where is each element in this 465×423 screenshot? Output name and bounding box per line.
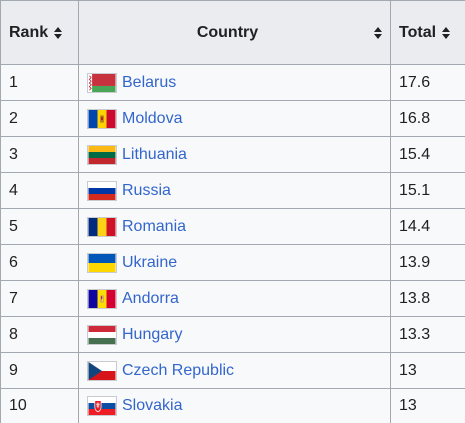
table-row: 6 Ukraine 13.9: [0, 244, 465, 281]
rank-cell: 4: [0, 172, 79, 209]
table-row: 9 Czech Republic 13: [0, 352, 465, 389]
rank-cell: 8: [0, 316, 79, 353]
country-link[interactable]: Slovakia: [122, 397, 183, 414]
sort-icon[interactable]: [442, 26, 451, 39]
slovakia-flag-icon: [87, 396, 117, 416]
country-cell-content: Czech Republic: [87, 360, 382, 381]
country-cell-content: Lithuania: [87, 144, 382, 165]
country-cell-content: Moldova: [87, 108, 382, 129]
table-row: 1 Belarus 17.6: [0, 64, 465, 101]
table-row: 10 Slovakia 13: [0, 388, 465, 423]
country-header-label: Country: [196, 23, 259, 41]
country-link[interactable]: Hungary: [122, 325, 183, 343]
table-row: 5 Romania 14.4: [0, 208, 465, 245]
country-cell: Czech Republic: [78, 352, 391, 389]
country-cell: Hungary: [78, 316, 391, 353]
sort-icon[interactable]: [374, 27, 382, 39]
country-link[interactable]: Moldova: [122, 109, 183, 127]
russia-flag-icon: [87, 180, 117, 201]
country-link[interactable]: Russia: [122, 181, 171, 199]
country-cell: Moldova: [78, 100, 391, 137]
total-cell: 13: [390, 352, 465, 389]
country-cell: Belarus: [78, 64, 391, 101]
country-column-header[interactable]: Country: [78, 0, 391, 65]
country-cell: Ukraine: [78, 244, 391, 281]
country-cell: Lithuania: [78, 136, 391, 173]
country-cell-content: Belarus: [87, 72, 382, 93]
hungary-flag-icon: [87, 324, 117, 345]
country-cell: Russia: [78, 172, 391, 209]
country-cell-content: Andorra: [87, 288, 382, 309]
country-cell-content: Slovakia: [87, 396, 382, 416]
total-column-header[interactable]: Total: [390, 0, 465, 65]
country-link[interactable]: Ukraine: [122, 253, 178, 271]
czech-republic-flag-icon: [87, 360, 117, 381]
country-link[interactable]: Romania: [122, 217, 187, 235]
andorra-flag-icon: [87, 288, 117, 309]
country-link[interactable]: Lithuania: [122, 145, 187, 163]
country-link[interactable]: Belarus: [122, 73, 177, 91]
rank-column-header[interactable]: Rank: [0, 0, 79, 65]
total-cell: 15.1: [390, 172, 465, 209]
table-row: 7 Andorra 13.8: [0, 280, 465, 317]
rank-header-label: Rank: [9, 23, 49, 41]
rank-cell: 7: [0, 280, 79, 317]
country-cell-content: Russia: [87, 180, 382, 201]
total-cell: 15.4: [390, 136, 465, 173]
total-cell: 13.9: [390, 244, 465, 281]
country-cell-content: Hungary: [87, 324, 382, 345]
rank-cell: 5: [0, 208, 79, 245]
country-cell: Slovakia: [78, 388, 391, 423]
lithuania-flag-icon: [87, 144, 117, 165]
table-row: 2 Moldova 16.8: [0, 100, 465, 137]
table-row: 8 Hungary 13.3: [0, 316, 465, 353]
rank-cell: 1: [0, 64, 79, 101]
total-cell: 13.3: [390, 316, 465, 353]
romania-flag-icon: [87, 216, 117, 237]
total-cell: 16.8: [390, 100, 465, 137]
rank-cell: 2: [0, 100, 79, 137]
country-cell-content: Ukraine: [87, 252, 382, 273]
total-cell: 14.4: [390, 208, 465, 245]
country-link[interactable]: Czech Republic: [122, 361, 235, 379]
ukraine-flag-icon: [87, 252, 117, 273]
table-row: 3 Lithuania 15.4: [0, 136, 465, 173]
rank-cell: 10: [0, 388, 79, 423]
table-header-row: Rank Country Total: [0, 0, 465, 65]
country-link[interactable]: Andorra: [122, 289, 179, 307]
country-cell-content: Romania: [87, 216, 382, 237]
total-header-label: Total: [399, 23, 437, 41]
belarus-flag-icon: [87, 72, 117, 93]
total-cell: 13: [390, 388, 465, 423]
country-cell: Andorra: [78, 280, 391, 317]
rank-cell: 6: [0, 244, 79, 281]
sort-icon[interactable]: [54, 26, 63, 39]
total-cell: 13.8: [390, 280, 465, 317]
moldova-flag-icon: [87, 108, 117, 129]
country-cell: Romania: [78, 208, 391, 245]
total-cell: 17.6: [390, 64, 465, 101]
rank-cell: 9: [0, 352, 79, 389]
table-row: 4 Russia 15.1: [0, 172, 465, 209]
rank-cell: 3: [0, 136, 79, 173]
